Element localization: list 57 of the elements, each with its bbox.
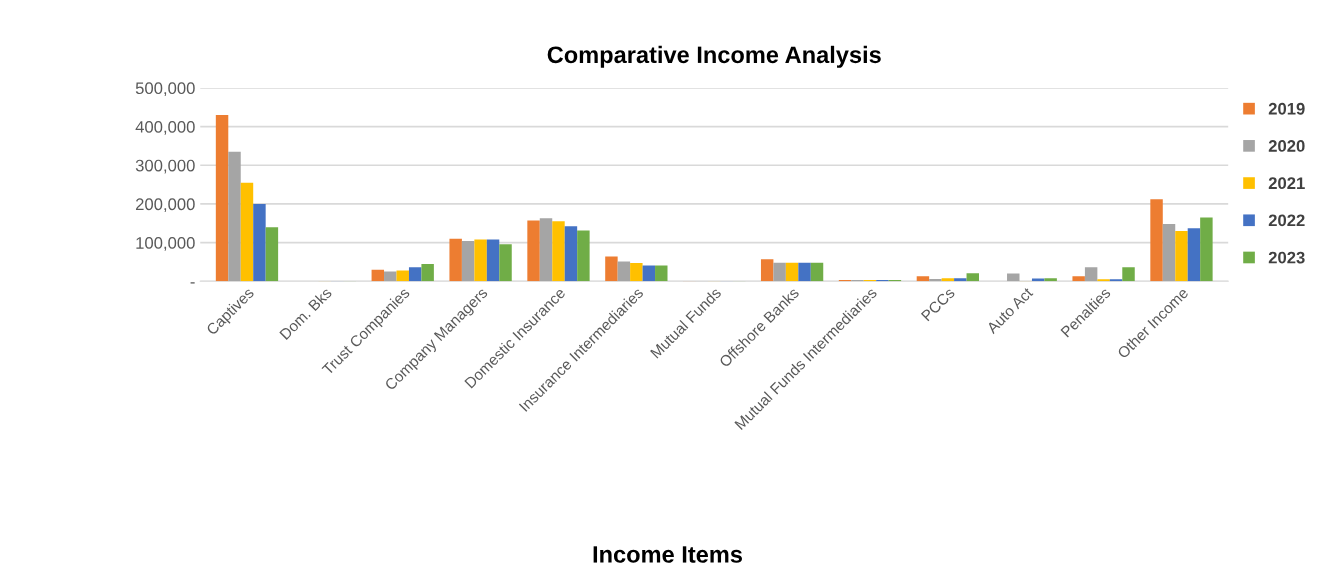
legend-label: 2022	[1268, 214, 1305, 227]
bar	[215, 114, 229, 282]
bar	[1122, 267, 1135, 282]
bar	[371, 269, 385, 282]
bar	[552, 221, 565, 282]
bar	[396, 270, 409, 282]
bar	[577, 230, 590, 282]
y-tick-label: 200,000	[135, 198, 195, 213]
bar	[449, 238, 462, 282]
bar	[954, 278, 967, 282]
bar	[798, 262, 811, 282]
bar	[499, 244, 512, 282]
bar	[527, 220, 540, 282]
legend-label: 2019	[1268, 102, 1305, 115]
legend-label: 2021	[1268, 177, 1305, 190]
bar	[617, 261, 631, 282]
bar	[916, 276, 930, 282]
bar	[539, 218, 553, 282]
bar	[265, 227, 279, 282]
bar	[474, 239, 487, 282]
y-tick-label: 400,000	[135, 120, 195, 135]
bar	[1072, 276, 1085, 282]
bar	[384, 271, 397, 282]
y-tick-label: 500,000	[135, 82, 195, 97]
bar	[461, 241, 475, 282]
bar	[760, 259, 774, 282]
bar	[1200, 217, 1213, 282]
bar	[1162, 224, 1176, 282]
bar	[785, 262, 799, 282]
x-axis-title: Income Items	[593, 546, 742, 563]
bar	[240, 182, 254, 282]
y-tick-label: -	[190, 282, 195, 284]
y-tick-label: 300,000	[135, 159, 195, 174]
bar	[966, 273, 979, 282]
bar	[1175, 231, 1188, 282]
bar	[1150, 199, 1163, 282]
bar	[421, 263, 434, 282]
bar	[1187, 228, 1201, 282]
bar	[1084, 267, 1098, 282]
bar	[408, 267, 422, 282]
bar	[564, 226, 578, 282]
bar	[630, 263, 643, 282]
bar	[486, 239, 500, 282]
y-tick-label: 100,000	[136, 237, 195, 251]
bar	[642, 265, 656, 282]
bar	[929, 278, 942, 282]
bar	[228, 151, 241, 282]
bar	[810, 262, 824, 282]
bar	[253, 203, 266, 282]
bar	[941, 278, 955, 282]
bar	[605, 256, 618, 282]
chart-title: Comparative Income Analysis	[547, 45, 881, 68]
bar	[655, 265, 668, 282]
legend-label: 2023	[1268, 251, 1305, 264]
legend-label: 2020	[1268, 140, 1305, 152]
bar	[1044, 278, 1057, 282]
bar	[773, 262, 786, 282]
